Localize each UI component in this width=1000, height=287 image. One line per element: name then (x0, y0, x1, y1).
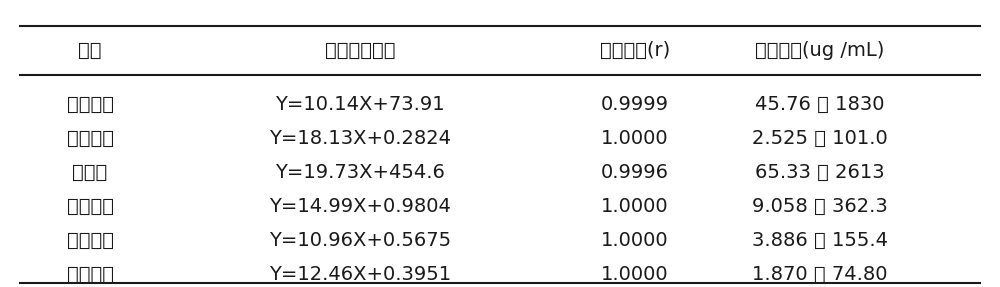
Text: Y=14.99X+0.9804: Y=14.99X+0.9804 (269, 197, 451, 216)
Text: Y=18.13X+0.2824: Y=18.13X+0.2824 (269, 129, 451, 148)
Text: Y=10.14X+73.91: Y=10.14X+73.91 (275, 95, 445, 114)
Text: 异槲皮苷: 异槲皮苷 (66, 265, 114, 284)
Text: 9.058 ～ 362.3: 9.058 ～ 362.3 (752, 197, 888, 216)
Text: Y=19.73X+454.6: Y=19.73X+454.6 (275, 163, 445, 182)
Text: 没食子酸: 没食子酸 (66, 95, 114, 114)
Text: 0.9996: 0.9996 (601, 163, 669, 182)
Text: 65.33 ～ 2613: 65.33 ～ 2613 (755, 163, 885, 182)
Text: 线性回归方程: 线性回归方程 (325, 41, 395, 60)
Text: 相关系数(r): 相关系数(r) (600, 41, 670, 60)
Text: 3.886 ～ 155.4: 3.886 ～ 155.4 (752, 231, 888, 250)
Text: 1.0000: 1.0000 (601, 265, 669, 284)
Text: 1.870 ～ 74.80: 1.870 ～ 74.80 (752, 265, 888, 284)
Text: 金丝桃苷: 金丝桃苷 (66, 231, 114, 250)
Text: 线性范围(ug /mL): 线性范围(ug /mL) (755, 41, 885, 60)
Text: Y=10.96X+0.5675: Y=10.96X+0.5675 (269, 231, 451, 250)
Text: 45.76 ～ 1830: 45.76 ～ 1830 (755, 95, 885, 114)
Text: 组分: 组分 (78, 41, 102, 60)
Text: 高芒果苷: 高芒果苷 (66, 197, 114, 216)
Text: Y=12.46X+0.3951: Y=12.46X+0.3951 (269, 265, 451, 284)
Text: 0.9999: 0.9999 (601, 95, 669, 114)
Text: 芒果苷: 芒果苷 (72, 163, 108, 182)
Text: 1.0000: 1.0000 (601, 129, 669, 148)
Text: 原儿茶酸: 原儿茶酸 (66, 129, 114, 148)
Text: 1.0000: 1.0000 (601, 231, 669, 250)
Text: 2.525 ～ 101.0: 2.525 ～ 101.0 (752, 129, 888, 148)
Text: 1.0000: 1.0000 (601, 197, 669, 216)
